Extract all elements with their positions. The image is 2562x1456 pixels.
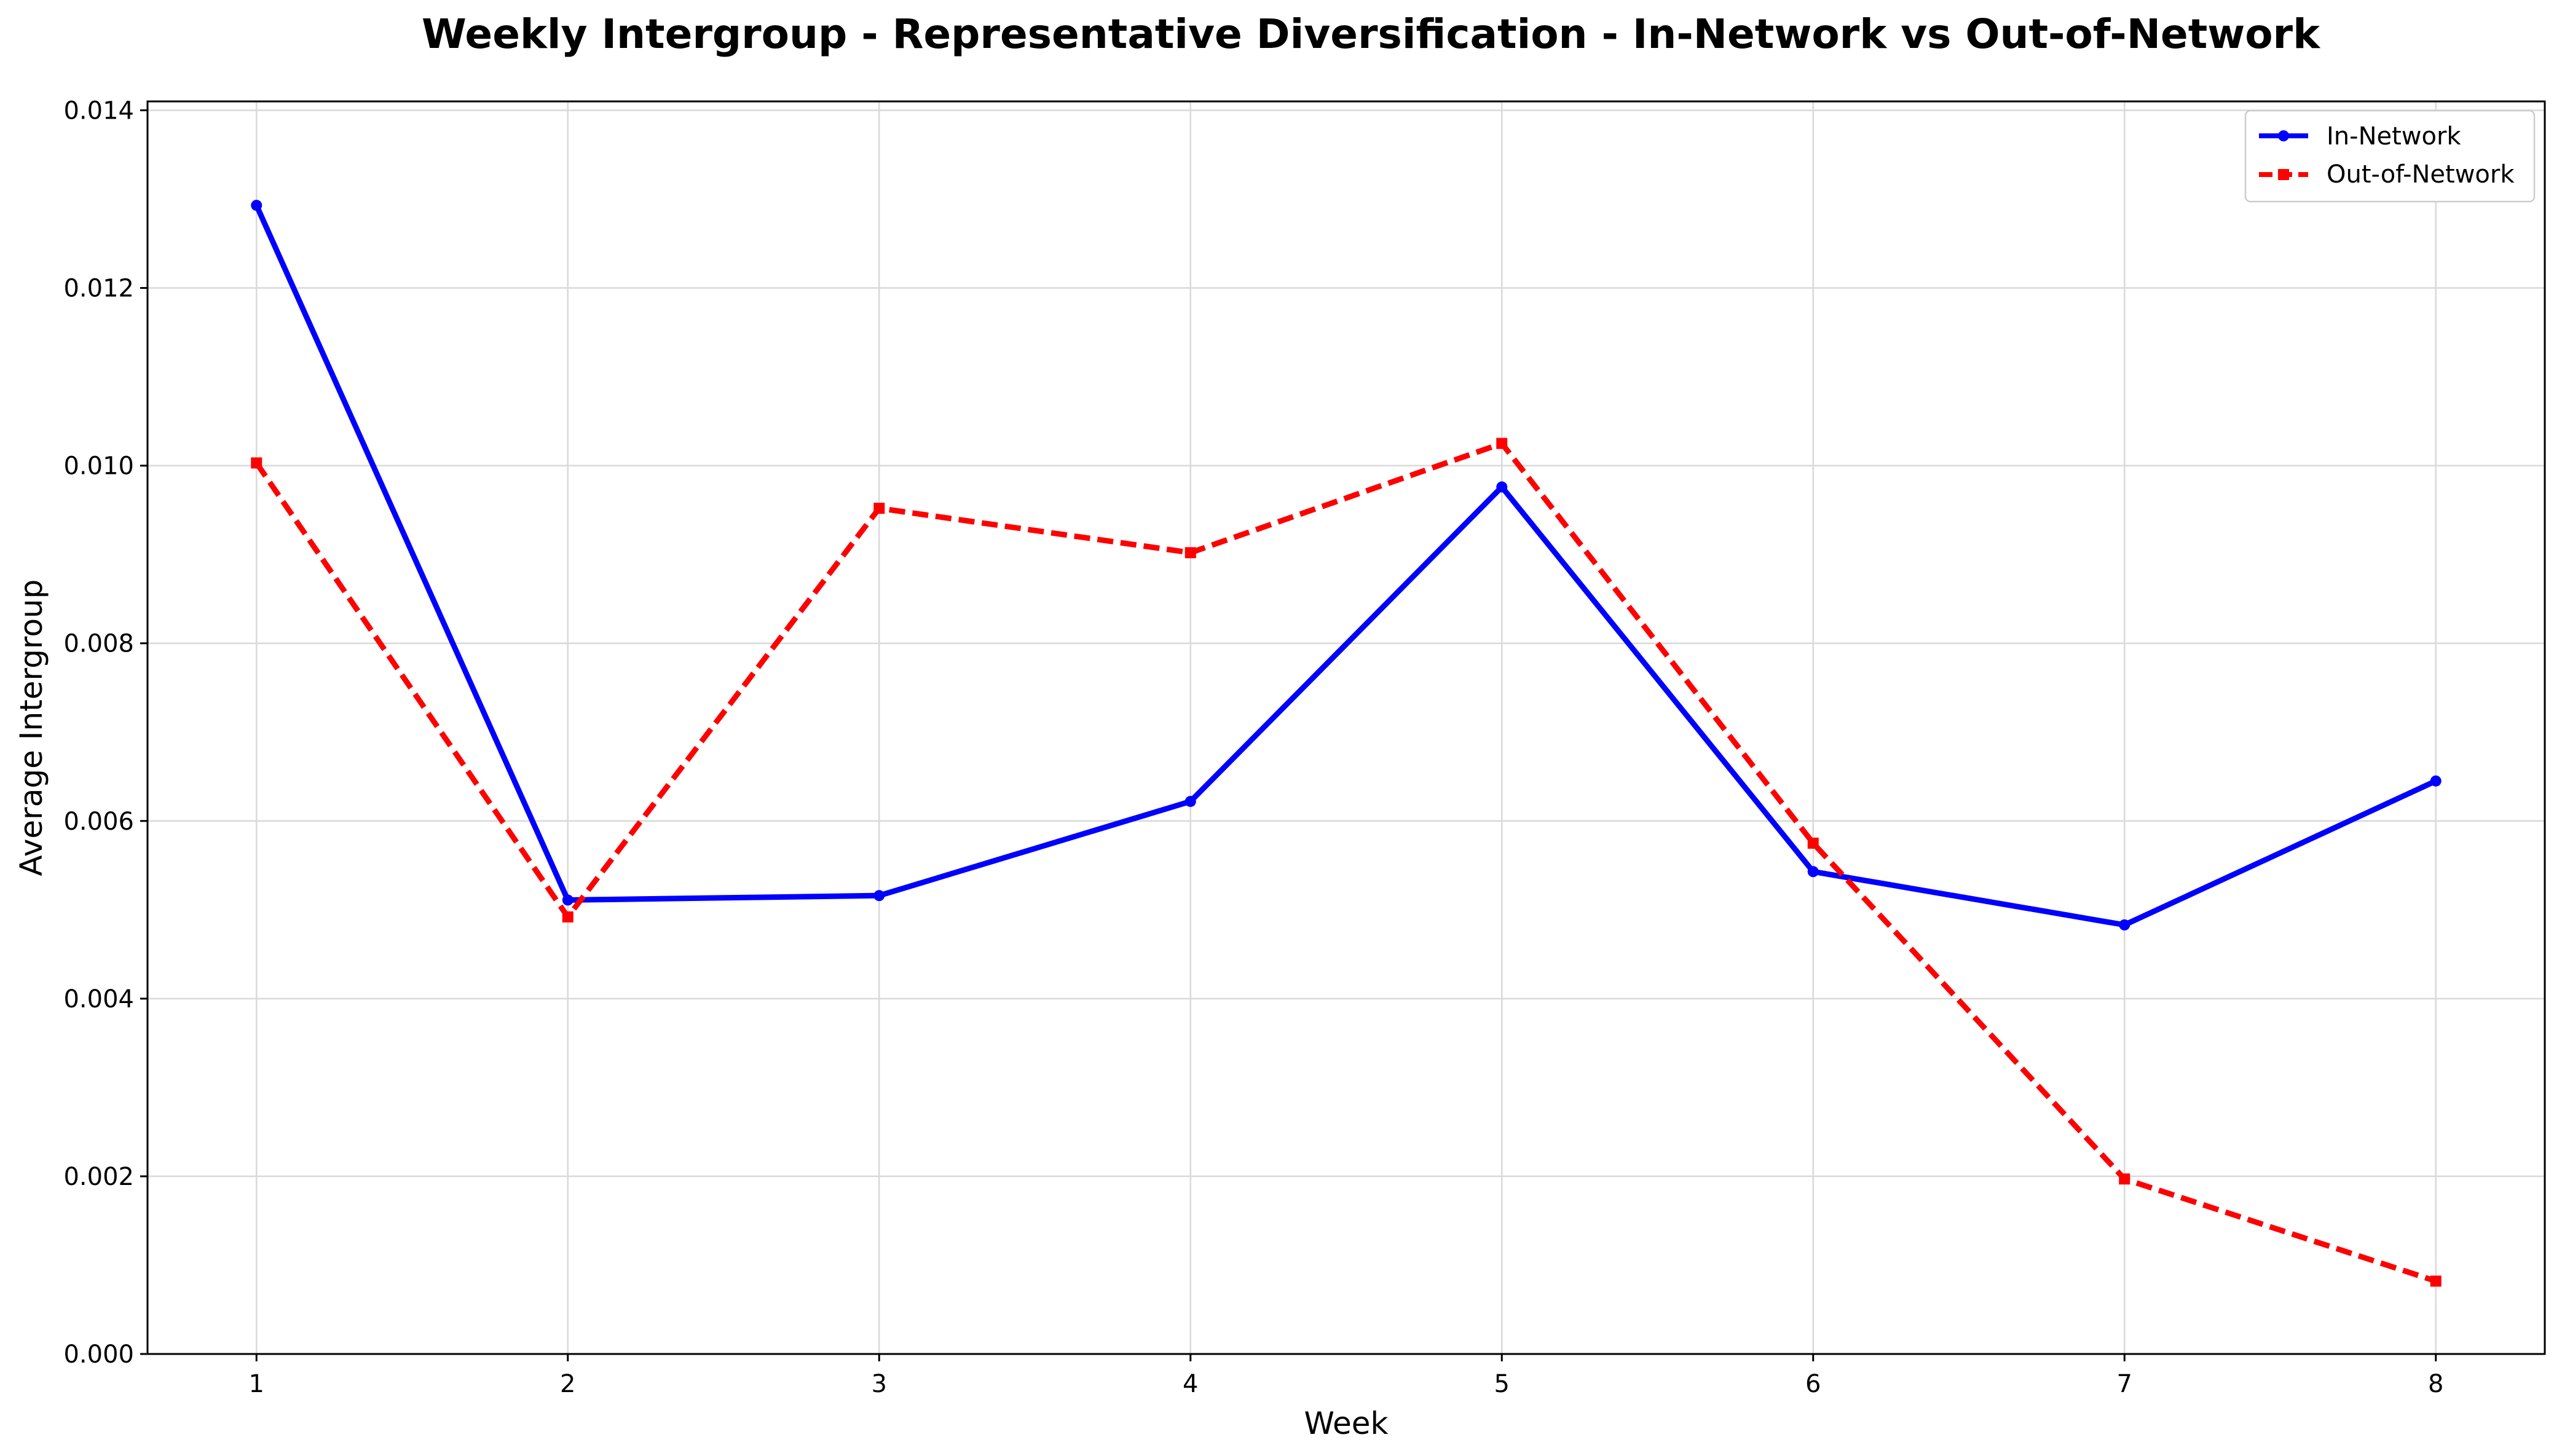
legend-marker-out-of-network xyxy=(2278,169,2289,180)
data-point-out-of-network xyxy=(2430,1275,2442,1287)
y-tick-label: 0.008 xyxy=(63,630,134,658)
x-tick-label: 6 xyxy=(1805,1370,1821,1398)
plot-area-frame xyxy=(146,100,2546,1355)
data-point-out-of-network xyxy=(1184,547,1196,559)
data-point-in-network xyxy=(873,890,885,902)
x-tick-label: 8 xyxy=(2428,1370,2443,1398)
x-tick-label: 5 xyxy=(1494,1370,1510,1398)
y-tick-label: 0.012 xyxy=(63,275,134,303)
y-tick-label: 0.006 xyxy=(63,808,134,836)
data-point-out-of-network xyxy=(873,502,885,514)
y-tick-label: 0.014 xyxy=(63,96,134,125)
data-point-in-network xyxy=(562,894,573,906)
y-tick-label: 0.002 xyxy=(63,1163,134,1191)
y-tick-label: 0.000 xyxy=(63,1340,134,1369)
y-axis-label: Average Intergroup xyxy=(14,580,49,876)
axis-ticks: 1 2 3 4 5 6 7 8 0.000 0.002 0.004 0.006 0.008 0.010 0.… xyxy=(63,96,2443,1398)
data-point-out-of-network xyxy=(1496,438,1508,449)
legend-label-in-network: In-Network xyxy=(2327,122,2461,151)
chart-title: Weekly Intergroup - Representative Diver… xyxy=(422,10,2321,58)
data-point-out-of-network xyxy=(1807,837,1819,849)
x-tick-label: 7 xyxy=(2117,1370,2132,1398)
x-tick-label: 2 xyxy=(560,1370,575,1398)
x-axis-label: Week xyxy=(1304,1406,1389,1441)
x-tick-label: 4 xyxy=(1183,1370,1198,1398)
y-tick-label: 0.004 xyxy=(63,985,134,1013)
data-point-out-of-network xyxy=(251,457,262,469)
grid-lines xyxy=(148,101,2545,1355)
legend: In-Network Out-of-Network xyxy=(2244,109,2536,203)
data-point-in-network xyxy=(2430,775,2442,787)
legend-box xyxy=(2244,109,2536,203)
data-point-in-network xyxy=(1184,795,1196,807)
legend-label-out-of-network: Out-of-Network xyxy=(2327,160,2515,189)
series-line-in-network xyxy=(254,204,2437,928)
data-point-out-of-network xyxy=(562,911,573,923)
data-point-in-network xyxy=(1496,481,1508,493)
x-tick-label: 1 xyxy=(249,1370,264,1398)
data-point-in-network xyxy=(251,200,262,211)
data-point-in-network xyxy=(2119,919,2130,931)
x-tick-label: 3 xyxy=(872,1370,887,1398)
data-point-in-network xyxy=(1807,866,1819,878)
data-series xyxy=(251,200,2442,1287)
series-line-out-of-network xyxy=(254,440,2437,1284)
y-tick-label: 0.010 xyxy=(63,452,134,481)
data-point-out-of-network xyxy=(2119,1173,2130,1185)
legend-marker-in-network xyxy=(2278,130,2289,141)
